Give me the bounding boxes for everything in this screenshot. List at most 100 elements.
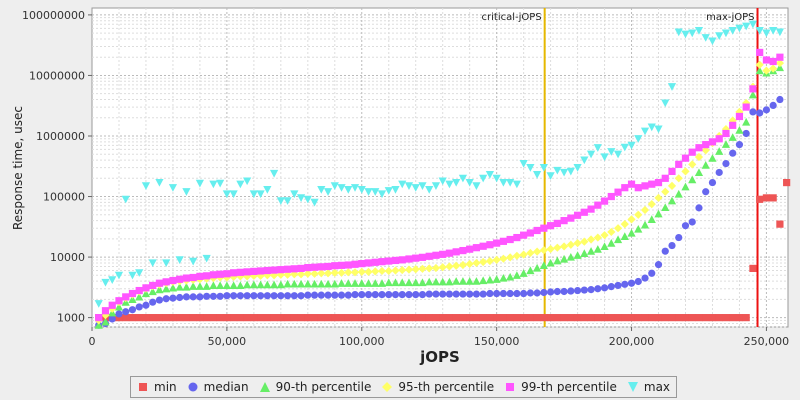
data-point (439, 314, 447, 322)
data-point (600, 284, 609, 292)
data-point (276, 197, 285, 205)
data-point (715, 147, 724, 155)
data-point (485, 256, 495, 266)
data-point (195, 179, 205, 188)
data-point (290, 314, 298, 322)
data-point (330, 268, 339, 277)
data-point (493, 239, 501, 247)
data-point (459, 246, 467, 255)
data-point (607, 227, 616, 237)
data-point (640, 127, 650, 136)
data-point (485, 275, 495, 284)
data-point (122, 308, 130, 316)
data-point (776, 95, 784, 104)
data-point (540, 288, 548, 297)
data-point (263, 292, 271, 300)
data-point (169, 314, 177, 322)
data-point (526, 314, 534, 322)
x-tick-label: 0 (89, 335, 96, 348)
data-point (587, 314, 595, 322)
data-point (675, 160, 683, 168)
legend-label: 95-th percentile (398, 380, 495, 394)
data-point (176, 314, 184, 322)
data-point (344, 291, 352, 299)
data-point (600, 197, 609, 205)
data-point (593, 144, 602, 152)
data-point (128, 295, 137, 303)
data-point (351, 314, 359, 322)
data-point (303, 195, 312, 204)
data-point (411, 184, 420, 192)
data-point (108, 315, 116, 323)
data-point (176, 275, 184, 283)
data-point (425, 264, 434, 273)
y-tick-label: 1000000 (36, 130, 85, 143)
data-point (337, 291, 346, 299)
data-point (661, 174, 669, 182)
data-point (586, 247, 596, 255)
data-point (580, 237, 589, 246)
data-point (310, 198, 319, 207)
data-point (229, 190, 238, 199)
data-point (762, 56, 771, 64)
data-point (304, 314, 312, 322)
data-point (681, 30, 690, 39)
data-point (270, 314, 278, 322)
data-point (654, 261, 663, 269)
data-point (648, 269, 656, 277)
data-point (223, 292, 231, 300)
data-point (277, 266, 285, 274)
data-point (526, 266, 535, 275)
data-point (236, 268, 244, 276)
data-point (418, 253, 427, 261)
data-point (439, 290, 447, 298)
data-point (357, 267, 366, 276)
data-point (95, 314, 103, 322)
data-point (559, 168, 569, 177)
series-max (94, 20, 785, 308)
data-point (452, 290, 460, 298)
data-point (614, 188, 622, 196)
legend-item: 90-th percentile (259, 380, 371, 394)
data-point (331, 314, 339, 322)
data-point (364, 259, 373, 267)
x-tick-label: 100,000 (339, 335, 385, 348)
data-point (398, 278, 407, 287)
data-point (297, 314, 305, 322)
data-point (479, 257, 488, 267)
data-point (249, 190, 258, 199)
data-point (519, 159, 528, 168)
data-point (749, 108, 757, 116)
data-point (452, 178, 461, 187)
data-point (526, 289, 534, 297)
data-point (202, 282, 211, 290)
legend: min median 90-th percentile 95-th percentil… (130, 376, 678, 398)
x-axis-ticks: 0 50,000 100,000 150,000 200,000 250,000 (89, 327, 789, 348)
data-point (654, 193, 663, 202)
data-point (168, 184, 178, 192)
data-point (222, 273, 231, 282)
data-point (769, 64, 778, 73)
data-point (627, 215, 636, 224)
data-point (357, 279, 366, 287)
data-point (222, 281, 231, 290)
data-point (499, 273, 508, 282)
data-point (634, 135, 643, 143)
data-point (648, 180, 656, 188)
data-point (526, 248, 535, 258)
legend-marker-icon (137, 381, 149, 393)
data-point (202, 254, 211, 263)
data-point (324, 291, 332, 299)
data-point (337, 279, 346, 287)
data-point (391, 278, 400, 287)
data-point (640, 205, 650, 215)
data-point (513, 289, 521, 298)
data-point (465, 259, 474, 269)
data-point (317, 291, 325, 299)
data-point (735, 112, 744, 121)
data-point (310, 291, 319, 299)
data-point (499, 254, 508, 263)
data-point (256, 190, 265, 199)
data-point (769, 27, 778, 35)
